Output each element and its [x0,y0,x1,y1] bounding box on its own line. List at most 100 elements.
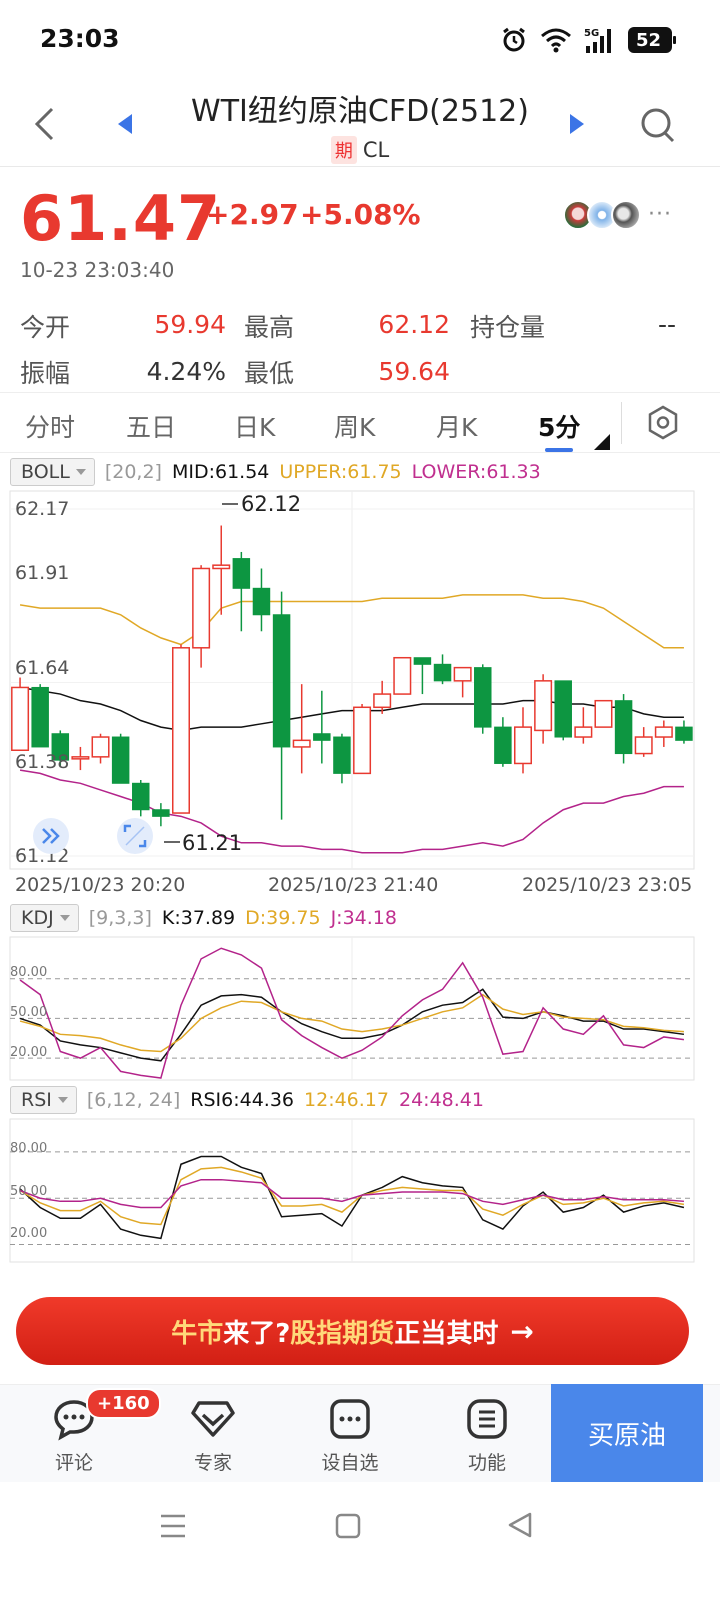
promo-banner[interactable]: 牛市 来了? 股指期货 正当其时 → [16,1297,689,1365]
add-watchlist-button[interactable]: 设自选 [300,1394,400,1475]
candle [514,707,532,774]
series-line-rsi24 [19,1178,684,1209]
low-marker-label: 61.21 [182,831,242,855]
boll-lower: LOWER:61.33 [411,461,541,483]
series-line-j [19,947,685,1079]
arrow-right-icon: → [510,1314,534,1348]
comment-label: 评论 [54,1452,93,1474]
high-value: 62.12 [378,310,450,339]
x-tick-label: 2025/10/23 23:05 [522,874,693,896]
tab-weekly-k[interactable]: 周K [334,413,376,442]
menu-icon [467,1399,507,1439]
banner-text-highlight: 牛市 [171,1318,224,1349]
function-label: 功能 [467,1452,506,1474]
candle [292,684,311,774]
amplitude-value: 4.24% [146,357,226,386]
boll-selector[interactable]: BOLL [10,458,95,486]
nav-back-icon[interactable] [506,1510,534,1540]
recent-apps-icon[interactable] [158,1512,188,1540]
tab-5min[interactable]: 5分 [538,413,581,442]
active-tab-indicator [545,448,573,452]
y-tick-label: 61.38 [15,751,69,773]
prev-contract-icon[interactable] [114,112,136,136]
candle [51,730,70,767]
cellular-signal-icon: 5G [584,28,611,53]
candle [192,565,211,668]
y-tick-label: 20.00 [10,1045,47,1060]
fullscreen-button[interactable] [117,818,153,854]
last-price: 61.47 [20,182,222,255]
low-label: 最低 [244,359,295,388]
price-change-pct: +5.08% [300,198,421,231]
candle [91,733,110,764]
rsi-24: 24:48.41 [399,1089,484,1111]
candle [554,680,572,741]
low-value: 59.64 [378,357,450,386]
quote-timestamp: 10-23 23:03:40 [20,258,175,282]
candle [232,551,251,632]
candle [675,720,693,744]
buy-button[interactable]: 买原油 [551,1384,703,1482]
period-dropdown-icon[interactable] [594,434,610,450]
candle [132,779,150,817]
kdj-chart[interactable]: 80.00 50.00 20.00 [0,936,720,1082]
chevron-down-icon [59,915,70,921]
user-avatars[interactable] [563,200,643,230]
series-line-rsi6 [19,1155,685,1240]
add-watchlist-label: 设自选 [321,1452,379,1474]
candle [614,694,633,764]
kline-chart[interactable]: 62.17 61.91 61.64 61.38 61.12 62.12 61.2… [0,490,720,870]
battery-icon: 52 [628,27,676,53]
high-marker: 62.12 [222,492,301,516]
boll-lower-line [19,769,684,854]
collapse-left-button[interactable] [33,818,69,854]
home-icon[interactable] [334,1512,362,1540]
tab-daily-k[interactable]: 日K [234,413,276,442]
rsi-chart[interactable]: 80.00 50.00 20.00 [0,1118,720,1264]
high-label: 最高 [244,313,295,342]
candle [433,654,452,685]
rsi-selector[interactable]: RSI [10,1086,77,1114]
y-tick-label: 61.64 [15,657,69,679]
alarm-icon [503,27,525,52]
kdj-d: D:39.75 [245,907,321,929]
tab-intraday[interactable]: 分时 [25,413,76,442]
tab-monthly-k[interactable]: 月K [436,413,478,442]
price-change: +2.97 [206,198,299,231]
candle [574,707,593,744]
rsi-name: RSI [21,1089,52,1111]
tab-five-day[interactable]: 五日 [126,413,177,442]
boll-header: BOLL [20,2] MID:61.54 UPPER:61.75 LOWER:… [10,458,551,486]
candle [413,657,432,695]
tabs-divider-bottom [0,452,720,453]
candle [252,568,271,632]
wifi-icon [541,28,571,53]
system-nav-bar [0,1482,720,1604]
candle [272,591,291,820]
diamond-icon [191,1401,235,1437]
battery-level: 52 [636,29,662,51]
more-icon[interactable]: ··· [648,202,672,227]
candle [212,525,231,615]
expert-button[interactable]: 专家 [163,1394,263,1475]
contract-subtitle: 期 CL [140,136,580,164]
status-time: 23:03 [40,24,120,53]
next-contract-icon[interactable] [566,112,588,136]
kdj-j: J:34.18 [330,907,397,929]
series-line-d [19,993,684,1053]
kdj-selector[interactable]: KDJ [10,904,79,932]
back-icon[interactable] [30,106,60,142]
x-tick-label: 2025/10/23 21:40 [268,874,439,896]
candle [31,684,49,748]
boll-params: [20,2] [104,461,162,483]
search-icon[interactable] [640,106,676,144]
boll-upper-line [19,594,684,649]
candle [71,746,90,771]
comment-count-badge: +160 [86,1388,161,1419]
chevron-down-icon [57,1097,68,1103]
svg-text:5G: 5G [584,28,599,39]
function-button[interactable]: 功能 [437,1394,537,1475]
series-line-rsi12 [19,1166,685,1226]
candle [172,644,190,814]
chart-settings-icon[interactable] [645,404,681,442]
